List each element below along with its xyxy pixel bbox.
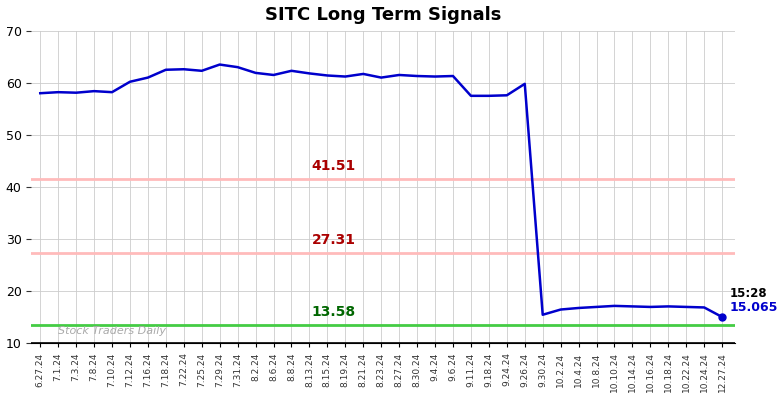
Title: SITC Long Term Signals: SITC Long Term Signals [265,6,501,23]
Text: Stock Traders Daily: Stock Traders Daily [58,326,166,336]
Text: 15.065: 15.065 [729,301,778,314]
Text: 27.31: 27.31 [311,233,355,247]
Text: 13.58: 13.58 [311,304,355,318]
Text: 41.51: 41.51 [311,159,356,173]
Text: 15:28: 15:28 [729,287,767,300]
